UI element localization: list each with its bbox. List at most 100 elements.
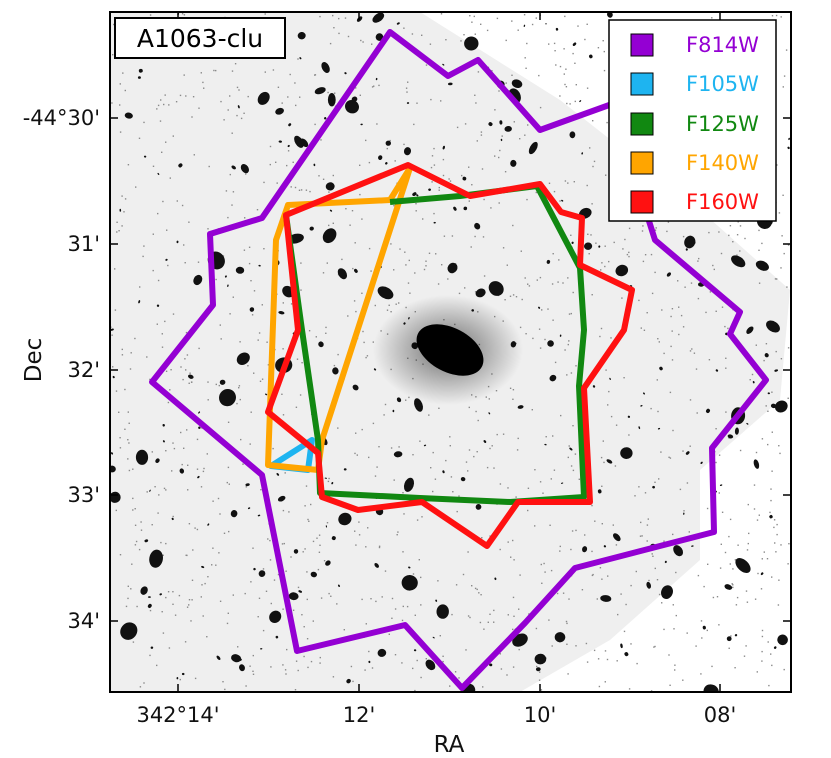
noise-speck	[729, 225, 732, 227]
noise-speck	[713, 268, 715, 271]
noise-speck	[375, 600, 377, 603]
noise-speck	[739, 250, 741, 252]
noise-speck	[415, 203, 417, 205]
noise-speck	[317, 568, 320, 571]
noise-speck	[691, 348, 693, 350]
noise-speck	[656, 379, 658, 381]
x-axis-label: RA	[434, 732, 465, 758]
noise-speck	[149, 14, 152, 16]
noise-speck	[186, 354, 189, 356]
noise-speck	[138, 137, 141, 139]
noise-speck	[361, 292, 363, 294]
noise-speck	[686, 632, 688, 634]
galaxy	[512, 633, 528, 647]
galaxy	[414, 398, 423, 412]
noise-speck	[308, 520, 310, 522]
noise-speck	[229, 173, 231, 176]
noise-speck	[535, 191, 537, 194]
noise-speck	[601, 578, 603, 580]
noise-speck	[180, 366, 182, 368]
noise-speck	[118, 230, 120, 232]
noise-speck	[265, 590, 268, 592]
noise-speck	[371, 86, 374, 88]
noise-speck	[220, 100, 222, 103]
noise-speck	[616, 660, 618, 662]
noise-speck	[185, 331, 188, 334]
noise-speck	[521, 298, 523, 301]
noise-speck	[272, 69, 275, 71]
noise-speck	[751, 373, 754, 376]
noise-speck	[552, 319, 554, 321]
noise-speck	[570, 548, 572, 551]
noise-speck	[275, 161, 277, 163]
noise-speck	[651, 553, 653, 555]
noise-speck	[783, 668, 785, 671]
noise-speck	[224, 688, 226, 691]
noise-speck	[368, 247, 371, 250]
galaxy	[666, 272, 672, 277]
noise-speck	[525, 333, 527, 335]
noise-speck	[378, 546, 381, 549]
noise-speck	[600, 269, 602, 271]
noise-speck	[165, 489, 167, 491]
noise-speck	[473, 15, 475, 18]
galaxy	[462, 176, 467, 181]
noise-speck	[327, 480, 330, 483]
noise-speck	[511, 20, 513, 22]
noise-speck	[411, 33, 414, 35]
noise-speck	[475, 102, 477, 104]
noise-speck	[314, 123, 316, 126]
noise-speck	[657, 410, 659, 413]
noise-speck	[423, 268, 426, 271]
noise-speck	[526, 198, 528, 201]
noise-speck	[507, 487, 509, 489]
noise-speck	[556, 592, 559, 595]
galaxy	[277, 495, 286, 502]
noise-speck	[263, 248, 265, 250]
noise-speck	[430, 98, 432, 101]
galaxy	[345, 99, 359, 114]
noise-speck	[368, 650, 370, 653]
noise-speck	[509, 295, 512, 297]
noise-speck	[604, 245, 606, 247]
noise-speck	[739, 225, 742, 227]
noise-speck	[758, 229, 760, 232]
noise-speck	[238, 89, 240, 91]
noise-speck	[780, 544, 782, 546]
noise-speck	[445, 39, 447, 41]
noise-speck	[168, 647, 171, 649]
noise-speck	[593, 649, 596, 652]
noise-speck	[668, 654, 670, 656]
noise-speck	[429, 43, 432, 45]
noise-speck	[581, 589, 584, 591]
galaxy	[755, 260, 769, 271]
galaxy	[777, 634, 788, 646]
noise-speck	[590, 234, 592, 236]
noise-speck	[729, 563, 731, 565]
noise-speck	[281, 393, 283, 395]
galaxy	[554, 632, 566, 643]
noise-speck	[192, 96, 195, 98]
galaxy	[156, 304, 160, 307]
noise-speck	[564, 83, 566, 86]
noise-speck	[516, 449, 519, 451]
noise-speck	[577, 25, 579, 27]
noise-speck	[244, 592, 246, 595]
noise-speck	[650, 690, 653, 692]
noise-speck	[560, 414, 562, 417]
galaxy	[377, 286, 394, 300]
noise-speck	[548, 182, 551, 184]
noise-speck	[570, 465, 573, 467]
galaxy	[140, 586, 148, 595]
y-tick-label-3: 33'	[68, 483, 101, 507]
noise-speck	[432, 490, 434, 493]
noise-speck	[628, 688, 631, 690]
noise-speck	[167, 591, 170, 593]
noise-speck	[132, 497, 134, 500]
noise-speck	[388, 304, 390, 306]
galaxy	[769, 514, 773, 519]
noise-speck	[567, 456, 569, 459]
galaxy	[483, 440, 487, 443]
noise-speck	[769, 511, 771, 514]
noise-speck	[712, 596, 715, 599]
